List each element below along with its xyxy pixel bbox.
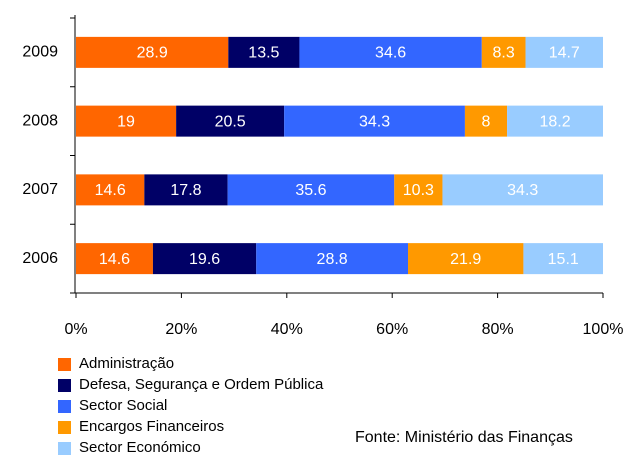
value-label: 8 — [482, 113, 491, 130]
x-tick-label: 40% — [271, 321, 303, 338]
value-label: 10.3 — [403, 182, 434, 199]
value-label: 14.7 — [549, 45, 580, 62]
bar-segment — [144, 174, 228, 206]
legend-label: Encargos Financeiros — [79, 418, 224, 435]
value-label: 15.1 — [548, 251, 579, 268]
bar-segment — [256, 243, 409, 275]
value-label: 13.5 — [248, 45, 279, 62]
value-label: 21.9 — [450, 251, 481, 268]
value-label: 35.6 — [295, 182, 326, 199]
x-tick-label: 100% — [583, 321, 624, 338]
bar-segment — [76, 36, 229, 68]
bar-segment — [152, 243, 257, 275]
bar-segment — [442, 174, 603, 206]
y-tick-label: 2007 — [22, 181, 58, 198]
bar-segment — [507, 105, 603, 137]
bar-segment — [76, 174, 145, 206]
x-tick-label: 60% — [376, 321, 408, 338]
bar-segment — [299, 36, 482, 68]
bar-segment — [76, 105, 177, 137]
value-label: 14.6 — [95, 182, 126, 199]
bar-segment — [525, 36, 603, 68]
bar-segment — [464, 105, 508, 137]
source-note: Fonte: Ministério das Finanças — [355, 429, 573, 446]
x-tick-label: 80% — [482, 321, 514, 338]
legend-label: Sector Social — [79, 397, 167, 414]
legend-swatch — [58, 400, 71, 413]
x-tick-label: 20% — [165, 321, 197, 338]
legend-label: Sector Económico — [79, 439, 201, 456]
value-label: 34.3 — [507, 182, 538, 199]
value-label: 20.5 — [215, 113, 246, 130]
value-label: 18.2 — [539, 113, 570, 130]
legend-swatch — [58, 421, 71, 434]
legend-swatch — [58, 442, 71, 455]
y-tick-label: 2008 — [22, 112, 58, 129]
bar-segment — [394, 174, 443, 206]
value-label: 28.8 — [317, 251, 348, 268]
legend-label: Administração — [79, 355, 174, 372]
bar-segment — [228, 36, 300, 68]
bar-segment — [176, 105, 285, 137]
bar-segment — [227, 174, 395, 206]
x-tick-label: 0% — [64, 321, 87, 338]
value-label: 17.8 — [170, 182, 201, 199]
value-label: 19.6 — [189, 251, 220, 268]
legend-swatch — [58, 379, 71, 392]
bar-segment — [408, 243, 524, 275]
legend-swatch — [58, 358, 71, 371]
bar-segment — [76, 243, 153, 275]
value-label: 28.9 — [137, 45, 168, 62]
bar-segment — [523, 243, 603, 275]
y-tick-label: 2009 — [22, 44, 58, 61]
bar-segment — [481, 36, 526, 68]
legend-label: Defesa, Segurança e Ordem Pública — [79, 376, 324, 393]
y-tick-label: 2006 — [22, 250, 58, 267]
value-label: 14.6 — [99, 251, 130, 268]
value-label: 34.6 — [375, 45, 406, 62]
value-label: 19 — [117, 113, 135, 130]
value-label: 8.3 — [493, 45, 515, 62]
value-label: 34.3 — [359, 113, 390, 130]
bar-segment — [284, 105, 465, 137]
